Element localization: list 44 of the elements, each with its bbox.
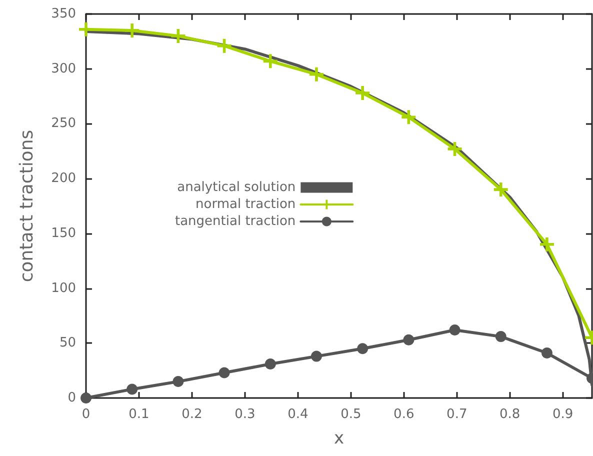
point xyxy=(126,384,138,395)
x-tick-label: 0.8 xyxy=(500,407,520,422)
point xyxy=(541,348,552,359)
point xyxy=(125,23,140,38)
point xyxy=(356,86,370,100)
x-tick-label: 0.7 xyxy=(446,407,468,422)
point xyxy=(172,376,184,388)
point xyxy=(402,110,416,124)
legend-label: analytical solution xyxy=(177,180,296,195)
point xyxy=(403,334,414,346)
point xyxy=(495,331,506,342)
point xyxy=(310,350,322,362)
x-tick-label: 0 xyxy=(82,407,90,422)
legend-label: normal traction xyxy=(196,197,296,212)
legend-label: tangential traction xyxy=(174,214,296,229)
point xyxy=(309,67,324,82)
x-tick-label: 0.3 xyxy=(234,407,256,422)
x-tick-label: 0.1 xyxy=(128,407,150,422)
point xyxy=(449,324,460,336)
x-tick-label: 0.9 xyxy=(552,407,574,422)
y-tick-label: 200 xyxy=(51,171,76,186)
y-axis-title: contact tractions xyxy=(16,130,38,282)
x-tick-label: 0.5 xyxy=(340,407,362,422)
point xyxy=(448,142,462,156)
point xyxy=(264,358,276,370)
point xyxy=(494,182,508,197)
y-tick-label: 150 xyxy=(51,226,76,241)
point xyxy=(171,28,186,43)
y-tick-label: 250 xyxy=(51,116,76,132)
x-axis-title: x xyxy=(334,428,344,448)
point xyxy=(218,367,230,378)
point xyxy=(79,22,93,36)
point xyxy=(217,38,232,53)
y-tick-label: 350 xyxy=(51,6,76,22)
point xyxy=(263,54,278,68)
point xyxy=(357,343,368,354)
y-tick-label: 50 xyxy=(59,336,76,351)
y-tick-label: 0 xyxy=(68,390,76,406)
x-tick-label: 0.4 xyxy=(288,407,308,422)
x-tick-label: 0.2 xyxy=(182,407,202,422)
point xyxy=(540,237,554,252)
y-tick-label: 100 xyxy=(51,280,76,296)
y-tick-label: 300 xyxy=(51,61,76,76)
x-tick-label: 0.6 xyxy=(394,407,414,422)
